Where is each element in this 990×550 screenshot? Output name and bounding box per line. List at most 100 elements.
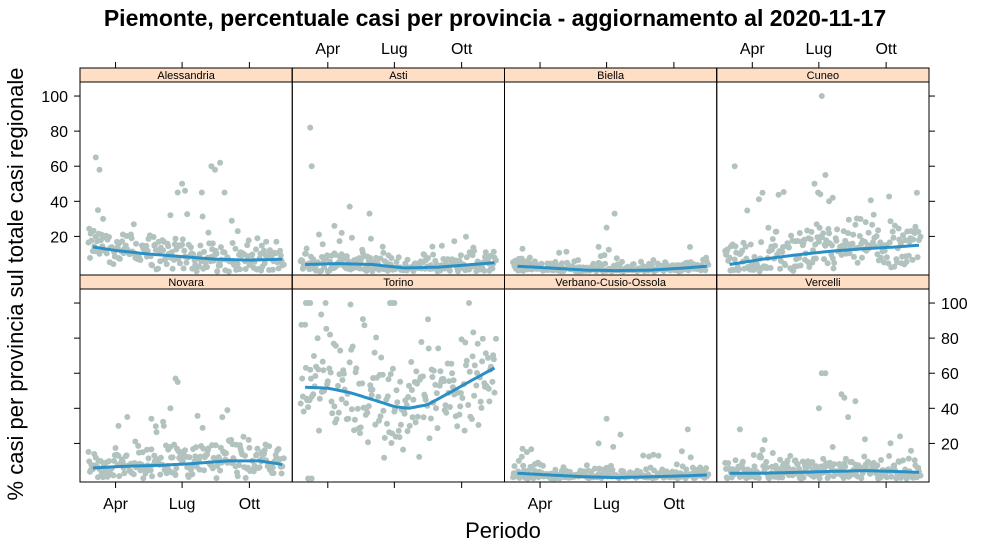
- data-point: [335, 382, 341, 389]
- data-point: [258, 242, 265, 249]
- panel-cuneo: Cuneo Apr Lug Ott: [716, 41, 935, 276]
- data-point: [449, 370, 456, 377]
- data-point: [769, 236, 776, 242]
- data-point: [223, 450, 229, 457]
- y-axis-label: % casi per provincia sul totale casi reg…: [3, 68, 28, 501]
- data-point: [375, 393, 382, 400]
- data-point: [198, 189, 205, 196]
- data-point: [751, 253, 758, 260]
- data-point: [777, 265, 784, 272]
- data-point: [337, 347, 344, 354]
- data-point: [269, 464, 276, 471]
- data-point: [150, 234, 157, 240]
- x-tick-label: Apr: [528, 496, 554, 513]
- data-point: [769, 450, 776, 456]
- smooth-line: [92, 245, 283, 262]
- data-point: [377, 413, 384, 420]
- data-point: [197, 453, 204, 460]
- data-point: [850, 231, 857, 238]
- data-point: [319, 241, 326, 248]
- data-point: [611, 210, 618, 217]
- data-point: [908, 447, 914, 454]
- panel-verbano-cusio-ossola: Verbano-Cusio-Ossola Apr Lug Ott: [504, 274, 718, 513]
- panel-strip-label: Asti: [389, 70, 407, 82]
- data-point: [97, 237, 104, 244]
- data-point: [528, 446, 535, 453]
- data-point: [343, 400, 350, 407]
- data-point: [856, 233, 863, 239]
- data-point: [816, 224, 823, 231]
- data-point: [459, 395, 466, 401]
- data-point: [797, 262, 804, 269]
- data-point: [240, 433, 247, 440]
- data-point: [821, 256, 827, 263]
- data-point: [404, 256, 411, 263]
- data-point: [214, 268, 221, 275]
- data-point: [563, 248, 570, 255]
- data-point: [87, 254, 93, 261]
- x-tick-label: Apr: [740, 41, 766, 58]
- data-point: [335, 409, 342, 416]
- data-point: [800, 474, 807, 481]
- data-point: [193, 444, 199, 451]
- data-point: [886, 193, 893, 200]
- data-point: [595, 440, 602, 447]
- data-point: [702, 267, 709, 274]
- data-point: [812, 255, 819, 262]
- data-point: [858, 475, 865, 482]
- data-point: [400, 446, 407, 453]
- data-point: [886, 453, 893, 459]
- data-point: [526, 254, 533, 261]
- data-point: [474, 370, 480, 376]
- data-point: [221, 189, 228, 196]
- panel-torino: Torino: [291, 274, 505, 488]
- data-point: [327, 331, 333, 338]
- data-point: [324, 252, 331, 259]
- data-point: [673, 461, 680, 468]
- data-point: [852, 398, 859, 405]
- data-point: [367, 235, 374, 242]
- data-point: [336, 238, 343, 245]
- data-point: [406, 422, 413, 429]
- data-point: [406, 382, 412, 389]
- x-tick-label: Lug: [806, 41, 833, 58]
- data-point: [773, 228, 780, 235]
- data-point: [280, 261, 287, 268]
- data-point: [883, 474, 890, 481]
- data-point: [873, 233, 880, 240]
- data-point: [878, 457, 884, 463]
- data-point: [725, 460, 732, 467]
- data-point: [139, 449, 146, 456]
- data-point: [481, 267, 488, 274]
- panel-strip-label: Verbano-Cusio-Ossola: [555, 277, 667, 289]
- data-point: [465, 402, 472, 408]
- panel-biella: Biella: [504, 62, 718, 276]
- data-point: [889, 228, 896, 235]
- data-point: [106, 234, 112, 240]
- data-point: [881, 247, 888, 254]
- data-point: [815, 405, 822, 412]
- data-point: [758, 454, 765, 461]
- data-point: [174, 189, 181, 196]
- data-point: [236, 462, 243, 469]
- x-axis-label: Periodo: [465, 518, 541, 543]
- data-point: [861, 453, 868, 460]
- data-point: [917, 472, 924, 479]
- data-point: [466, 368, 473, 375]
- data-point: [254, 445, 261, 452]
- data-point: [865, 229, 872, 236]
- data-point: [348, 406, 355, 413]
- panel-asti: Asti Apr Lug Ott: [291, 41, 505, 276]
- data-point: [747, 241, 754, 248]
- data-point: [193, 268, 200, 275]
- data-point: [703, 465, 710, 472]
- data-point: [777, 456, 784, 463]
- data-point: [359, 380, 366, 387]
- data-point: [254, 235, 261, 242]
- data-point: [430, 367, 437, 374]
- data-point: [861, 436, 868, 443]
- data-point: [345, 415, 352, 422]
- data-point: [316, 395, 323, 402]
- data-point: [332, 342, 339, 349]
- data-point: [520, 462, 527, 469]
